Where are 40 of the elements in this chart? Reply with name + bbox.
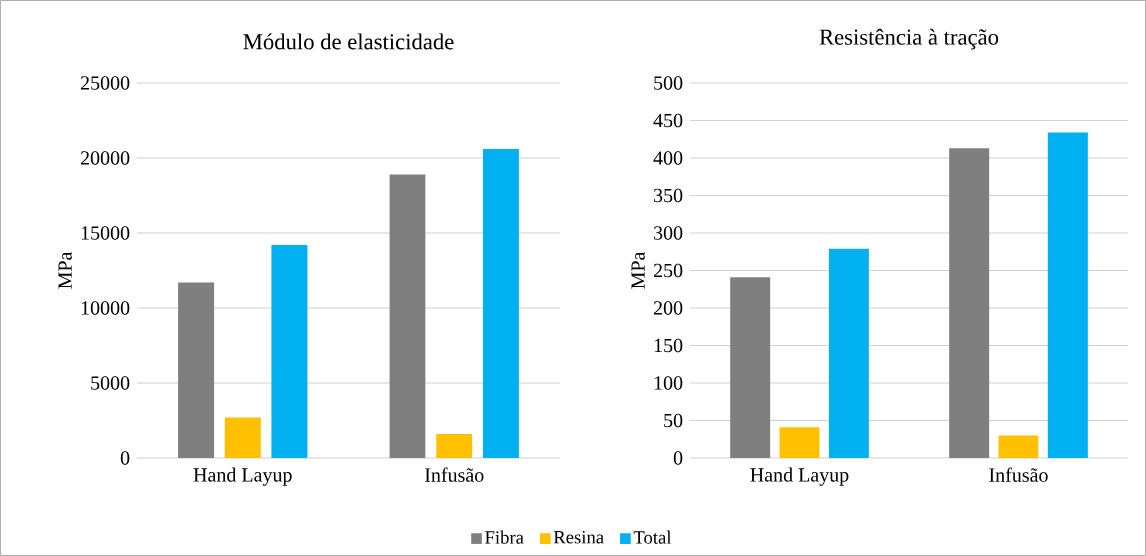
legend-label: Resina	[553, 530, 604, 544]
y-axis-title: MPa	[58, 251, 72, 289]
bar	[779, 427, 820, 458]
bar	[178, 282, 215, 458]
bar	[271, 244, 308, 458]
y-tick-label: 5000	[91, 376, 130, 390]
legend-label: Total	[633, 530, 672, 544]
y-axis-title: MPa	[631, 251, 645, 289]
bar	[998, 435, 1039, 458]
chart-title: Resistência à tração	[819, 28, 999, 50]
y-tick-label: 100	[654, 376, 683, 390]
bar	[224, 417, 261, 458]
bar	[436, 433, 473, 458]
y-tick-label: 25000	[80, 76, 130, 90]
x-tick-label: Infusão	[425, 467, 484, 482]
y-tick-label: 150	[654, 338, 683, 353]
x-tick-label: Hand Layup	[193, 467, 292, 486]
y-tick-label: 250	[653, 263, 683, 278]
x-tick-label: Infusão	[989, 467, 1048, 482]
bar	[730, 277, 771, 458]
y-tick-label: 0	[120, 451, 130, 465]
y-tick-label: 20000	[80, 151, 130, 165]
y-tick-label: 350	[654, 188, 683, 203]
x-tick-label: Hand Layup	[750, 467, 849, 486]
bar	[482, 148, 519, 458]
y-tick-label: 10000	[81, 301, 130, 315]
legend-label: Fibra	[485, 530, 524, 544]
y-tick-label: 450	[653, 113, 683, 128]
y-tick-label: 400	[653, 151, 683, 165]
bar	[949, 148, 990, 458]
y-tick-label: 0	[673, 451, 683, 465]
y-tick-label: 500	[654, 76, 683, 90]
y-tick-label: 200	[653, 301, 683, 315]
y-tick-label: 300	[654, 226, 683, 240]
y-tick-label: 15000	[81, 226, 130, 240]
bar	[1047, 132, 1088, 458]
bar	[828, 248, 869, 458]
y-tick-label: 50	[664, 413, 683, 428]
chart-title: Módulo de elasticidade	[243, 33, 454, 50]
bar	[389, 174, 426, 458]
